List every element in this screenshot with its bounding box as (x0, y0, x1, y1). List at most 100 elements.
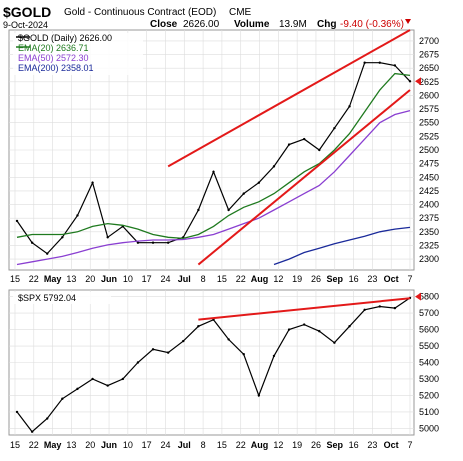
y-tick-label: 5300 (419, 374, 439, 384)
x-tick-label: Jul (178, 440, 191, 450)
x-tick-label: 22 (29, 440, 39, 450)
data-point (121, 377, 125, 381)
x-tick-label: 22 (236, 274, 246, 284)
gold-legend: $GOLD (Daily) 2626.00 EMA(20) 2636.71 EM… (13, 33, 143, 75)
x-tick-label: 13 (66, 440, 76, 450)
x-tick-label: 8 (201, 274, 206, 284)
data-point (182, 339, 185, 343)
y-tick-label: 2550 (419, 118, 439, 128)
x-tick-label: 16 (349, 274, 359, 284)
spx-panel: 5000 5100 5200 5300 5400 5500 5600 5700 5800 $SP… (8, 289, 439, 436)
y-tick-label: 2500 (419, 145, 439, 155)
data-point (378, 305, 381, 308)
data-point (318, 148, 321, 152)
series-line-ema-20- (16, 72, 411, 240)
y-tick-label: 2300 (419, 254, 439, 264)
data-point (348, 105, 351, 108)
x-tick-label: 23 (367, 274, 377, 284)
data-point (318, 329, 321, 333)
data-point (197, 325, 200, 328)
data-point (287, 143, 291, 146)
data-point (15, 219, 19, 223)
spx-series (15, 296, 412, 433)
data-point (30, 430, 34, 433)
x-tick-label: 8 (201, 440, 206, 450)
y-tick-label: 2650 (419, 63, 439, 73)
data-point (61, 397, 64, 400)
y-tick-label: 2600 (419, 90, 439, 100)
x-tick-label: Oct (384, 274, 399, 284)
chg-value: -9.40 (-0.36%) (340, 19, 404, 30)
x-tick-label: 7 (407, 440, 412, 450)
y-tick-label: 2400 (419, 200, 439, 210)
gold-panel: 2300 2325 2350 2375 2400 2425 2450 2475 2500 2525… (8, 29, 439, 271)
header-date: 9-Oct-2024 (3, 20, 48, 30)
data-point (393, 64, 397, 67)
data-point (227, 208, 230, 212)
data-point (61, 236, 64, 239)
x-tick-label: Sep (327, 440, 344, 450)
legend-ema20: EMA(20) 2636.71 (18, 43, 89, 53)
y-tick-label: 2575 (419, 104, 439, 114)
x-tick-label: 10 (123, 440, 133, 450)
y-tick-label: 2700 (419, 36, 439, 46)
x-tick-label: Aug (251, 440, 269, 450)
y-tick-label: 2375 (419, 213, 439, 223)
data-point (393, 306, 397, 310)
x-tick-label: 26 (311, 274, 321, 284)
x-tick-label: 23 (367, 440, 377, 450)
x-tick-label: May (44, 274, 62, 284)
data-point (272, 165, 276, 168)
data-point (333, 126, 336, 130)
spx-legend: $SPX 5792.04 (13, 292, 111, 304)
trend-channel-line (198, 297, 411, 321)
symbol-title: $GOLD (3, 4, 51, 20)
x-tick-label: 15 (10, 440, 20, 450)
data-point (136, 361, 140, 364)
x-tick-label: 19 (292, 440, 302, 450)
x-tick-label: 20 (85, 274, 95, 284)
x-tick-label: 22 (236, 440, 246, 450)
x-tick-label: 17 (142, 440, 152, 450)
gold-x-axis: 15 22 May 13 20 Jun 10 17 24 Jul 8 15 22 Aug 12 19 26 Sep… (10, 274, 413, 284)
data-point (46, 252, 49, 255)
x-tick-label: Jun (101, 274, 117, 284)
y-tick-label: 2450 (419, 172, 439, 182)
legend-spx: $SPX 5792.04 (18, 293, 76, 303)
volume-label: Volume (234, 19, 270, 30)
exchange-label: CME (229, 7, 252, 18)
data-point (76, 214, 79, 217)
data-point (302, 137, 306, 141)
x-tick-label: 26 (311, 440, 321, 450)
data-point (151, 241, 155, 244)
x-tick-label: 12 (273, 440, 283, 450)
gold-legend-box (13, 33, 143, 75)
x-tick-label: 22 (29, 274, 39, 284)
y-tick-label: 2525 (419, 131, 439, 141)
y-tick-label: 5400 (419, 358, 439, 368)
data-point (408, 80, 412, 83)
series-line-ema-200- (273, 226, 411, 266)
data-point (212, 170, 215, 174)
legend-ema200: EMA(200) 2358.01 (18, 63, 94, 73)
data-point (242, 353, 245, 356)
y-tick-label: 5100 (419, 407, 439, 417)
gold-series (15, 29, 412, 266)
data-point (302, 323, 306, 326)
y-tick-label: 5700 (419, 308, 439, 318)
x-tick-label: 10 (123, 274, 133, 284)
data-point (46, 417, 49, 420)
x-tick-label: 13 (66, 274, 76, 284)
y-tick-label: 5200 (419, 390, 439, 400)
data-point (91, 181, 94, 184)
data-point (363, 308, 366, 311)
y-tick-label: 2675 (419, 50, 439, 60)
x-tick-label: Jun (101, 440, 117, 450)
gold-grid (9, 30, 414, 270)
trend-channel-line (167, 29, 411, 168)
x-tick-label: 19 (292, 274, 302, 284)
data-point (76, 387, 79, 391)
gold-y-axis: 2300 2325 2350 2375 2400 2425 2450 2475 2500 2525… (415, 36, 439, 264)
